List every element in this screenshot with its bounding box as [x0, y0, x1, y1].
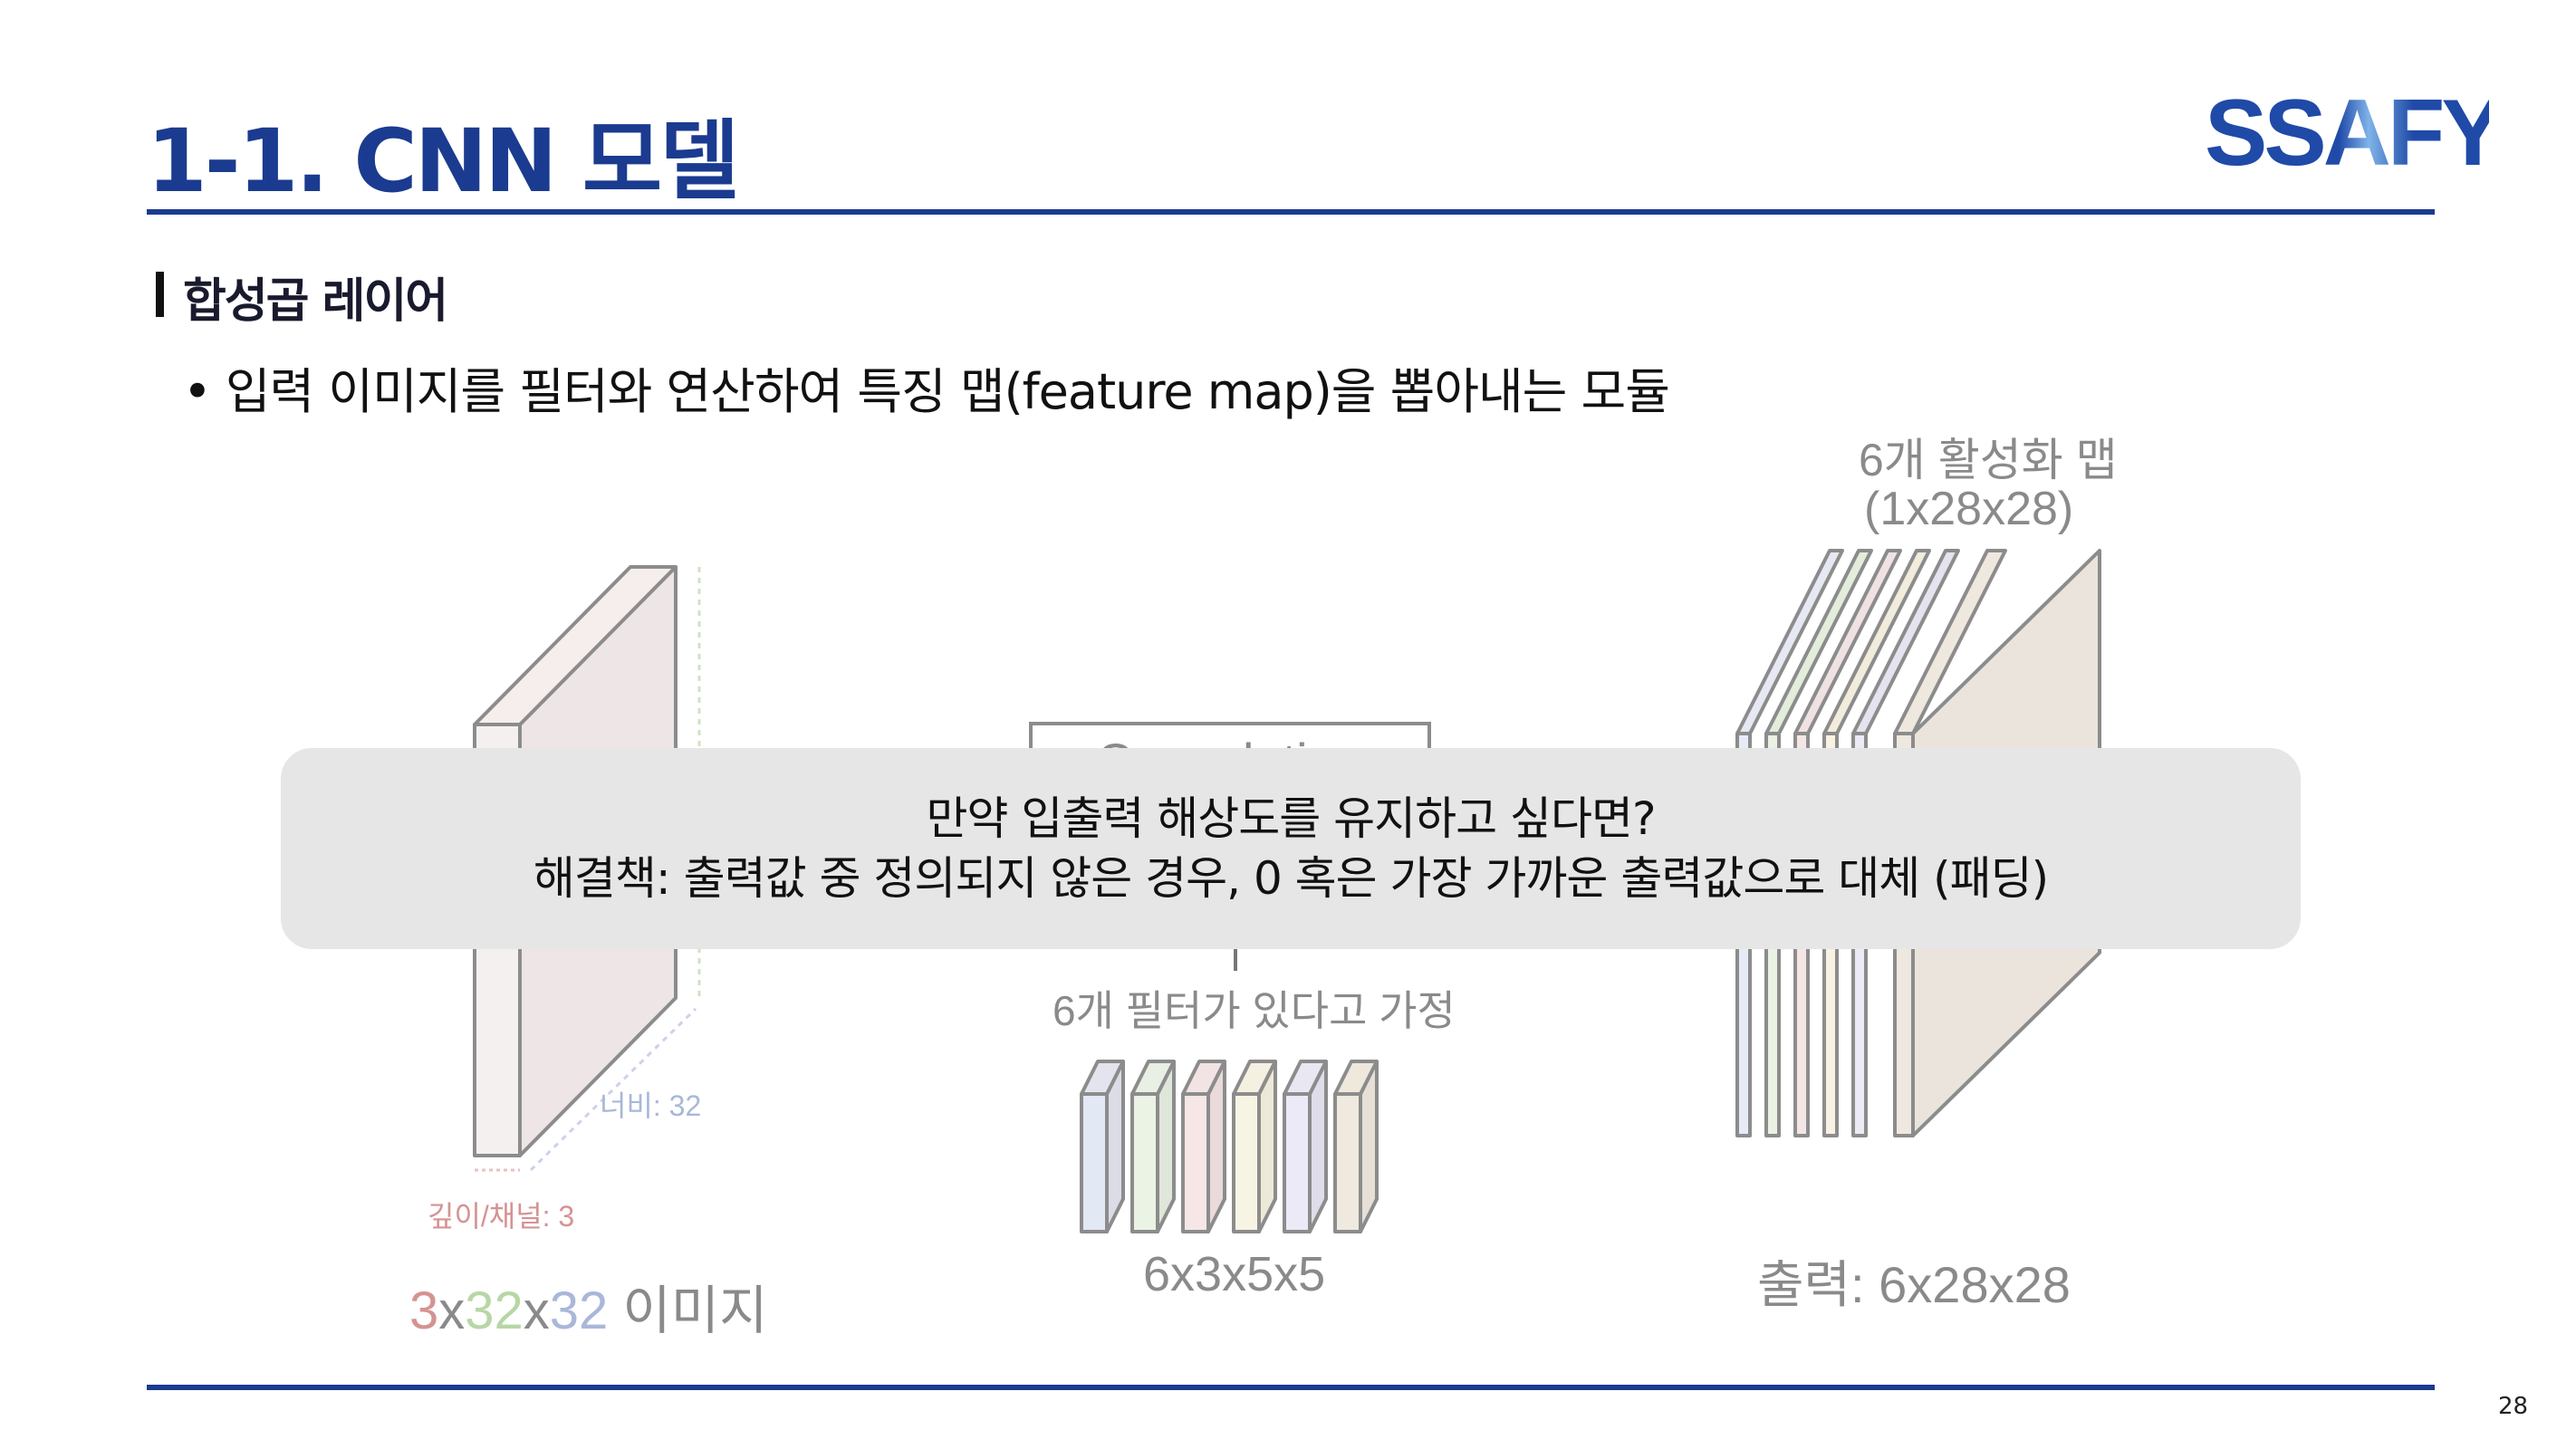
bullet-dot-icon: • — [183, 363, 212, 420]
caption-suffix: 이미지 — [608, 1281, 768, 1340]
title-divider — [147, 209, 2435, 215]
padding-callout: 만약 입출력 해상도를 유지하고 싶다면? 해결책: 출력값 중 정의되지 않은… — [281, 748, 2301, 949]
logo-text: SSAFY — [2205, 81, 2489, 183]
bullet-item: • 입력 이미지를 필터와 연산하여 특징 맵(feature map)을 뽑아내… — [183, 351, 1670, 423]
footer-divider — [147, 1385, 2435, 1390]
section-title: 합성곱 레이어 — [183, 274, 448, 329]
filter-note: 6개 필터가 있다고 가정 — [1053, 987, 1456, 1034]
caption-x1: x — [438, 1281, 466, 1340]
bullet-text: 입력 이미지를 필터와 연산하여 특징 맵(feature map)을 뽑아내는… — [225, 363, 1670, 420]
page-number: 28 — [2498, 1393, 2529, 1420]
filter-6 — [1333, 1060, 1379, 1233]
slide-title: 1-1. CNN 모델 — [147, 110, 740, 212]
callout-question: 만약 입출력 해상도를 유지하고 싶다면? — [926, 792, 1656, 845]
section-marker — [156, 272, 164, 317]
depth-label: 깊이/채널: 3 — [428, 1200, 575, 1233]
caption-depth: 3 — [409, 1281, 439, 1340]
width-label: 너비: 32 — [600, 1089, 702, 1122]
caption-height: 32 — [465, 1281, 524, 1340]
ssafy-logo: SSAFY — [2205, 81, 2489, 183]
image-caption: 3x32x32 이미지 — [409, 1268, 768, 1344]
filter-dims: 6x3x5x5 — [1143, 1247, 1326, 1301]
callout-answer: 해결책: 출력값 중 정의되지 않은 경우, 0 혹은 가장 가까운 출력값으로… — [533, 852, 2049, 905]
filter-4 — [1232, 1060, 1277, 1233]
filter-1 — [1080, 1060, 1125, 1233]
filter-5 — [1283, 1060, 1328, 1233]
filter-3 — [1181, 1060, 1226, 1233]
activation-title: 6개 활성화 맵 — [1859, 435, 2118, 485]
activation-dims: (1x28x28) — [1864, 483, 2074, 535]
output-dims: 출력: 6x28x28 — [1757, 1256, 2071, 1313]
caption-width: 32 — [549, 1281, 609, 1340]
filter-stack — [1080, 1060, 1379, 1233]
caption-x2: x — [523, 1281, 550, 1340]
filter-2 — [1130, 1060, 1176, 1233]
